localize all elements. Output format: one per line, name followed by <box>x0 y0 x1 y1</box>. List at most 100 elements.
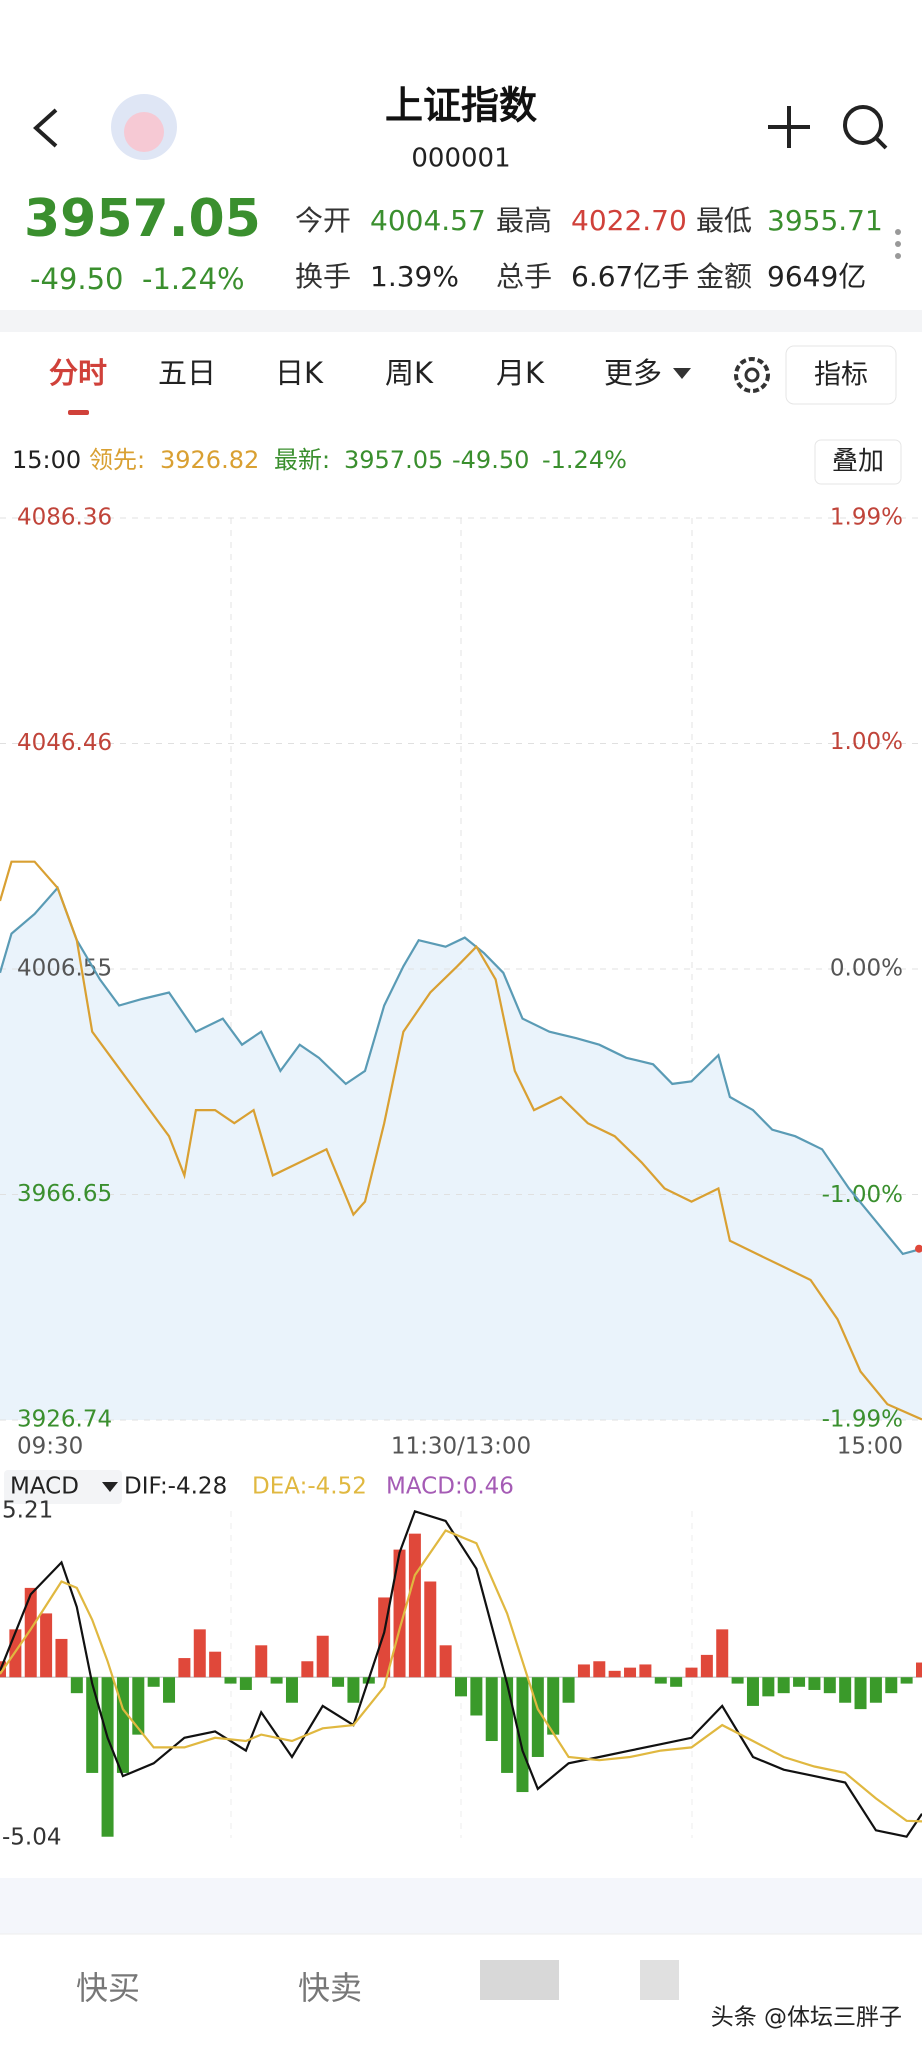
macd-bar <box>900 1677 913 1684</box>
indicator-button[interactable] <box>785 345 897 405</box>
latest-change: -49.50 <box>452 446 529 474</box>
stat-label: 金额 <box>696 260 752 293</box>
overlay-label: 叠加 <box>832 447 884 477</box>
tab: 月K <box>496 356 545 390</box>
macd-bar <box>101 1677 114 1837</box>
macd-bar <box>854 1677 867 1710</box>
macd-bar <box>485 1677 498 1742</box>
macd-bar <box>793 1677 806 1687</box>
macd-bar <box>55 1638 68 1678</box>
macd-selector <box>4 1470 122 1504</box>
y-tick-label: 5.21 <box>2 1498 53 1524</box>
stat-label: 最低 <box>696 204 752 237</box>
macd-bar <box>132 1677 145 1735</box>
macd-bar <box>777 1677 790 1694</box>
stat-value: 3955.71 <box>767 204 883 237</box>
change: -49.50 <box>30 262 124 296</box>
more-dot <box>895 241 901 247</box>
area <box>0 887 922 1420</box>
stat-label: 换手 <box>295 260 351 293</box>
stat-value: 9649亿 <box>767 260 866 293</box>
macd-label: DIF:-4.28 <box>124 1474 227 1500</box>
bottom-bar <box>0 1934 922 2048</box>
macd-bar <box>301 1661 314 1678</box>
search-handle <box>874 136 888 150</box>
macd-label: MACD:0.46 <box>386 1474 514 1500</box>
more-dot <box>895 229 901 235</box>
macd-bar <box>86 1677 99 1773</box>
macd-bar <box>654 1677 667 1684</box>
macd-bar <box>70 1677 83 1694</box>
leader-label: 领先: <box>89 446 145 474</box>
more-arrow <box>673 368 691 379</box>
y-tick-label: 4006.55 <box>17 956 112 982</box>
more-dot <box>895 253 901 259</box>
x-tick-label: 15:00 <box>837 1434 903 1460</box>
stat-value: 4022.70 <box>571 204 687 237</box>
sell-button[interactable]: 快卖 <box>298 1969 362 2007</box>
tab-underline <box>68 410 89 415</box>
watermark: 头条 @体坛三胖子 <box>711 2005 902 2031</box>
banner <box>0 1878 922 1934</box>
macd-bar <box>577 1664 590 1678</box>
last-point <box>915 1244 922 1253</box>
info-time: 15:00 <box>12 446 81 474</box>
macd-arrow <box>102 1482 118 1492</box>
y-tick-label: -5.04 <box>2 1825 62 1851</box>
buy-button[interactable]: 快买 <box>76 1969 140 2007</box>
stat-value: 4004.57 <box>370 204 486 237</box>
macd-bar <box>731 1677 744 1684</box>
title: 上证指数 <box>385 84 537 128</box>
macd-bar <box>147 1677 160 1687</box>
macd-bar <box>455 1677 467 1697</box>
latest-label: 最新: <box>274 446 330 474</box>
series-line <box>0 885 922 1256</box>
back-button[interactable] <box>33 108 58 148</box>
macd-bar <box>439 1645 452 1678</box>
macd-bar <box>285 1677 298 1703</box>
tab: 日K <box>275 356 324 390</box>
macd-bar <box>823 1677 836 1694</box>
divider <box>0 310 922 332</box>
macd-line <box>0 1529 922 1823</box>
tabs: 分时 五日 日K 周K 月K 更多 <box>49 356 662 390</box>
avatar-face <box>124 112 164 152</box>
macd-bar <box>332 1677 345 1687</box>
x-tick-label: 09:30 <box>17 1434 83 1460</box>
tab: 周K <box>385 356 434 390</box>
macd-bar <box>639 1664 652 1678</box>
macd-bar <box>116 1677 129 1773</box>
y2-tick-label: 1.00% <box>830 729 903 755</box>
macd-bar <box>209 1651 222 1678</box>
overlay-button[interactable] <box>814 439 902 485</box>
macd-bar <box>178 1658 191 1678</box>
macd-bar <box>501 1677 514 1773</box>
y-tick-label: 3926.74 <box>17 1407 112 1433</box>
add-button[interactable] <box>768 106 810 148</box>
macd-bar <box>808 1677 821 1690</box>
tab: 更多 <box>604 356 662 390</box>
macd-bar <box>393 1549 406 1678</box>
macd-bar <box>163 1677 176 1703</box>
indicator-label: 指标 <box>814 360 868 391</box>
macd-title: MACD <box>10 1474 79 1500</box>
price-chart: 4086.36 4046.46 4006.55 3966.65 3926.74 1.99%… <box>0 505 922 1460</box>
macd-bar <box>224 1677 237 1684</box>
stat-value: 6.67亿手 <box>571 260 689 293</box>
y2-tick-label: 0.00% <box>830 956 903 982</box>
macd-bar <box>916 1662 922 1678</box>
macd-bar <box>869 1677 882 1703</box>
macd-bar <box>746 1677 759 1706</box>
y-tick-label: 3966.65 <box>17 1181 112 1207</box>
macd-bar <box>670 1677 683 1687</box>
search-button[interactable] <box>843 105 883 145</box>
macd-bar <box>547 1677 560 1735</box>
macd-bar <box>255 1645 268 1678</box>
stat-label: 今开 <box>295 204 351 237</box>
macd-chart: MACD DIF:-4.28 DEA:-4.52 MACD:0.46 5.21 -5.04 <box>0 1470 922 1851</box>
macd-bar <box>716 1629 729 1678</box>
macd-bar <box>239 1677 252 1690</box>
stats: 今开 4004.57 最高 4022.70 最低 3955.71 换手 1.39% 总手 6.67… <box>295 204 883 293</box>
settings-button[interactable] <box>734 357 770 393</box>
